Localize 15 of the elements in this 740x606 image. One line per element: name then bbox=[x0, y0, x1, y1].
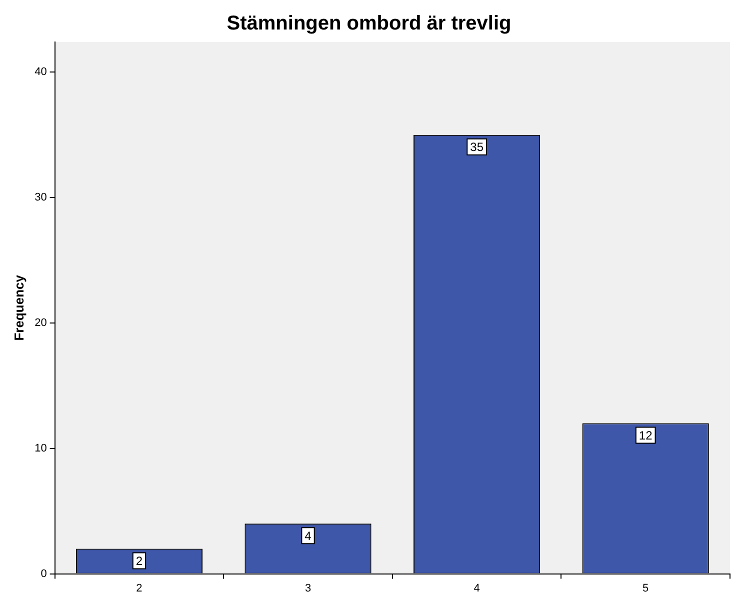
y-tick-label: 20 bbox=[34, 316, 47, 329]
data-label: 2 bbox=[136, 554, 143, 568]
y-tick-label: 0 bbox=[40, 568, 47, 580]
x-tick-label: 4 bbox=[474, 582, 480, 594]
x-tick-label: 5 bbox=[642, 582, 649, 594]
y-axis-title: Frequency bbox=[11, 274, 26, 341]
y-tick-label: 10 bbox=[34, 442, 47, 454]
data-label: 35 bbox=[470, 140, 484, 154]
chart-title: Stämningen ombord är trevlig bbox=[226, 12, 512, 35]
data-label: 12 bbox=[638, 428, 653, 443]
x-tick-label: 2 bbox=[136, 582, 142, 594]
y-tick-label: 40 bbox=[34, 66, 47, 78]
data-label: 4 bbox=[304, 528, 312, 543]
y-tick-label: 30 bbox=[34, 192, 47, 204]
x-tick-label: 3 bbox=[304, 582, 312, 594]
